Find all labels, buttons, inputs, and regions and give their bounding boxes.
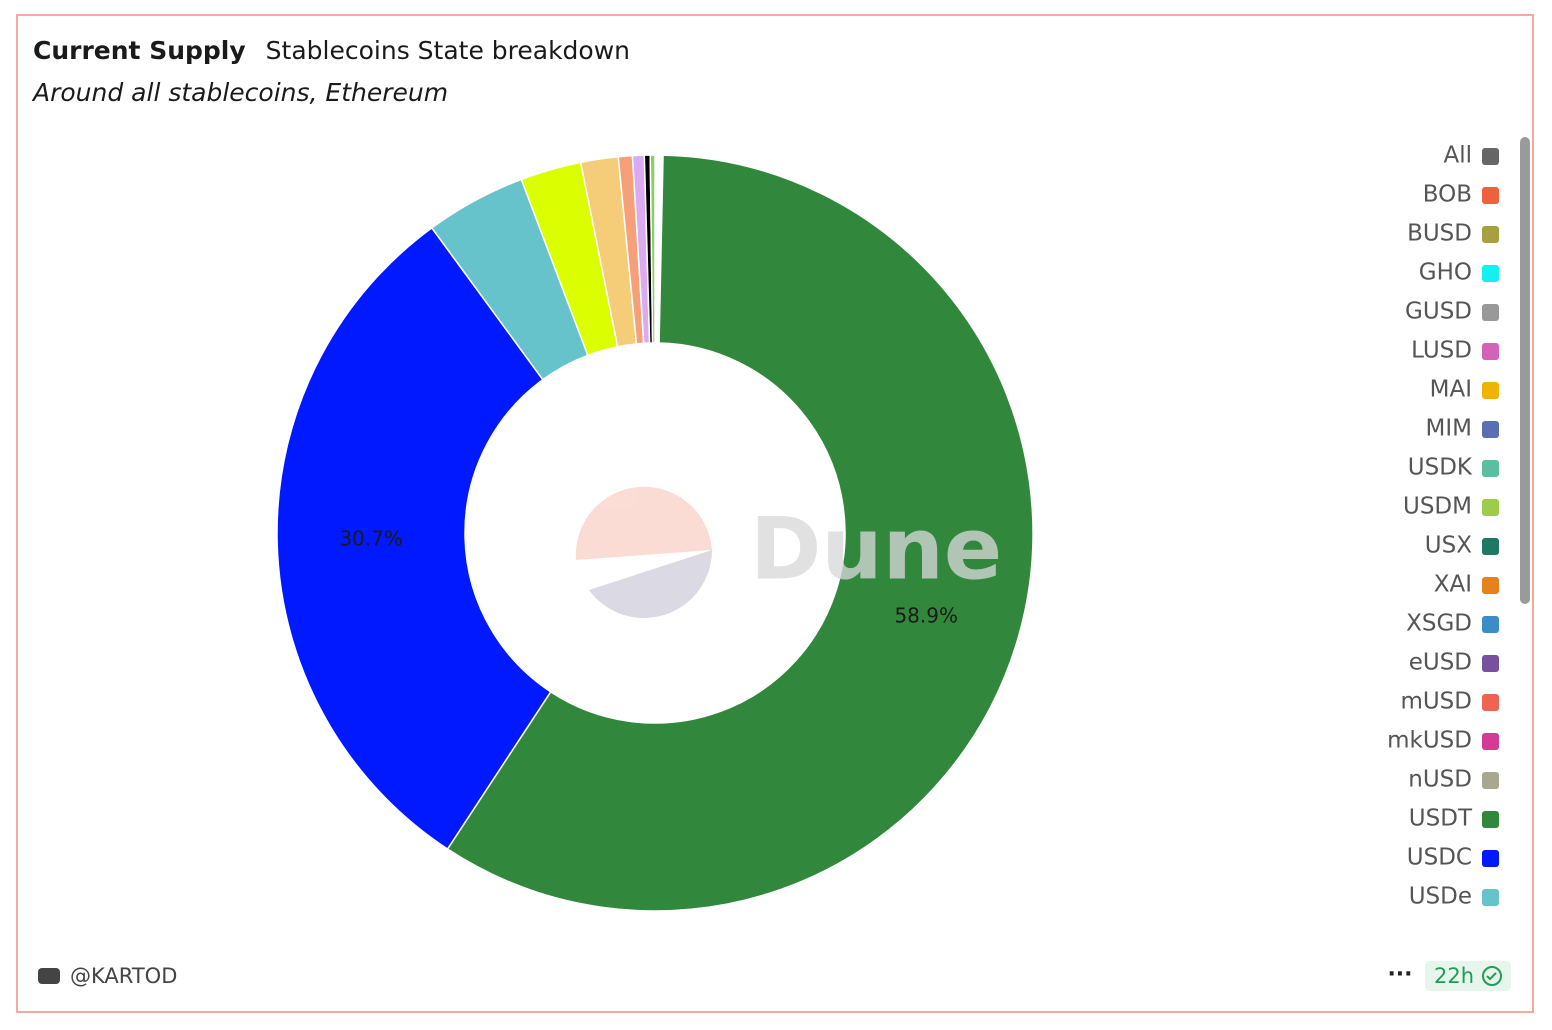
legend-swatch bbox=[1482, 694, 1499, 711]
chart-title: Current Supply bbox=[33, 36, 246, 65]
legend-swatch bbox=[1482, 733, 1499, 750]
scrollbar[interactable] bbox=[1520, 137, 1530, 604]
watermark-text: Dune bbox=[750, 499, 1002, 599]
legend-label: USDC bbox=[1407, 845, 1472, 871]
legend-label: USX bbox=[1425, 533, 1472, 559]
chart-subtitle: Stablecoins State breakdown bbox=[266, 36, 630, 65]
legend-swatch bbox=[1482, 382, 1499, 399]
watermark: Dune bbox=[576, 487, 1002, 618]
legend-label: GUSD bbox=[1405, 299, 1472, 325]
legend-label: USDe bbox=[1409, 884, 1472, 910]
legend-label: XAI bbox=[1434, 572, 1472, 598]
value-label: 58.9% bbox=[894, 604, 958, 628]
legend-swatch bbox=[1482, 577, 1499, 594]
legend-label: BUSD bbox=[1407, 221, 1472, 247]
legend-swatch bbox=[1482, 343, 1499, 360]
legend-label: mkUSD bbox=[1387, 728, 1472, 754]
avatar bbox=[38, 968, 60, 984]
legend-label: USDT bbox=[1409, 806, 1473, 832]
legend-label: MIM bbox=[1426, 416, 1472, 442]
legend-label: All bbox=[1443, 143, 1472, 169]
legend-label: nUSD bbox=[1408, 767, 1472, 793]
legend-swatch bbox=[1482, 265, 1499, 282]
more-menu[interactable]: ··· bbox=[1387, 962, 1412, 987]
legend-label: GHO bbox=[1419, 260, 1472, 286]
legend-label: MAI bbox=[1430, 377, 1472, 403]
legend-swatch bbox=[1482, 226, 1499, 243]
legend-swatch bbox=[1482, 421, 1499, 438]
legend-swatch bbox=[1482, 499, 1499, 516]
legend-swatch bbox=[1482, 304, 1499, 321]
legend-label: XSGD bbox=[1406, 611, 1472, 637]
legend-label: USDM bbox=[1403, 494, 1472, 520]
legend-swatch bbox=[1482, 148, 1499, 165]
value-label: 30.7% bbox=[339, 527, 403, 551]
legend-label: BOB bbox=[1423, 182, 1472, 208]
legend-swatch bbox=[1482, 538, 1499, 555]
legend-label: eUSD bbox=[1409, 650, 1472, 676]
legend-label: mUSD bbox=[1400, 689, 1472, 715]
legend-swatch bbox=[1482, 460, 1499, 477]
legend-swatch bbox=[1482, 655, 1499, 672]
legend-label: LUSD bbox=[1411, 338, 1472, 364]
author-name[interactable]: @KARTOD bbox=[70, 964, 177, 988]
chart-description: Around all stablecoins, Ethereum bbox=[31, 78, 448, 107]
legend-swatch bbox=[1482, 616, 1499, 633]
age-text: 22h bbox=[1434, 964, 1474, 988]
legend-swatch bbox=[1482, 811, 1499, 828]
legend-swatch bbox=[1482, 772, 1499, 789]
legend-label: USDK bbox=[1408, 455, 1473, 481]
legend-swatch bbox=[1482, 187, 1499, 204]
legend-swatch bbox=[1482, 850, 1499, 867]
legend-swatch bbox=[1482, 889, 1499, 906]
